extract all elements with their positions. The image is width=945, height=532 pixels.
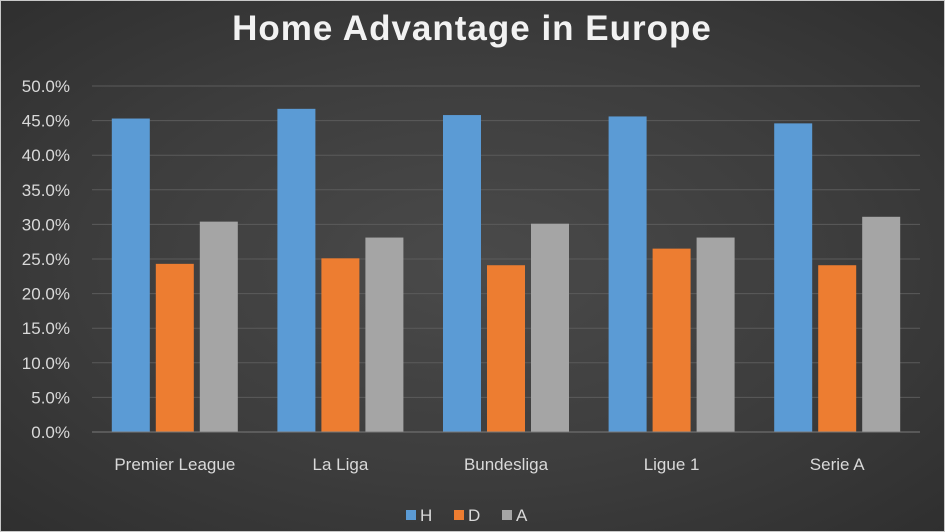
x-tick-label: La Liga <box>313 455 369 474</box>
bar-a-bundesliga <box>531 223 569 432</box>
x-tick-label: Ligue 1 <box>644 455 700 474</box>
y-tick-label: 35.0% <box>22 181 70 200</box>
x-tick-label: Premier League <box>114 455 235 474</box>
bar-a-la-liga <box>365 237 404 432</box>
bar-a-premier-league <box>199 221 238 432</box>
legend-swatch-d <box>454 510 464 520</box>
chart-title: Home Advantage in Europe <box>232 9 712 48</box>
bar-d-bundesliga <box>487 265 525 432</box>
bars <box>111 108 901 433</box>
y-tick-label: 30.0% <box>22 215 70 234</box>
bar-d-premier-league <box>155 263 194 432</box>
bar-d-serie-a <box>818 265 857 432</box>
bar-a-ligue-1 <box>696 237 735 432</box>
y-tick-label: 10.0% <box>22 354 70 373</box>
y-tick-label: 40.0% <box>22 146 70 165</box>
y-tick-label: 20.0% <box>22 285 70 304</box>
bar-h-la-liga <box>277 108 316 432</box>
x-tick-label: Serie A <box>810 455 865 474</box>
bar-d-la-liga <box>321 258 360 432</box>
y-tick-label: 15.0% <box>22 319 70 338</box>
bar-d-ligue-1 <box>652 248 691 432</box>
y-tick-label: 5.0% <box>31 388 70 407</box>
legend-label-h: H <box>420 506 432 525</box>
legend-swatch-a <box>502 510 512 520</box>
x-tick-label: Bundesliga <box>464 455 549 474</box>
legend-swatch-h <box>406 510 416 520</box>
bar-h-bundesliga <box>443 115 481 433</box>
y-tick-label: 45.0% <box>22 112 70 131</box>
bar-h-premier-league <box>111 118 150 433</box>
legend-label-a: A <box>516 506 528 525</box>
y-tick-label: 0.0% <box>31 423 70 442</box>
y-tick-label: 50.0% <box>22 77 70 96</box>
legend-label-d: D <box>468 506 480 525</box>
y-axis-ticks: 0.0% 5.0% 10.0% 15.0% 20.0% 25.0% 30.0% 35.0% 40… <box>22 77 70 442</box>
x-axis-ticks: Premier League La Liga Bundesliga Ligue 1 Se… <box>114 455 865 474</box>
bar-h-serie-a <box>774 123 813 433</box>
bar-h-ligue-1 <box>608 116 647 432</box>
y-tick-label: 25.0% <box>22 250 70 269</box>
bar-a-serie-a <box>862 216 901 432</box>
